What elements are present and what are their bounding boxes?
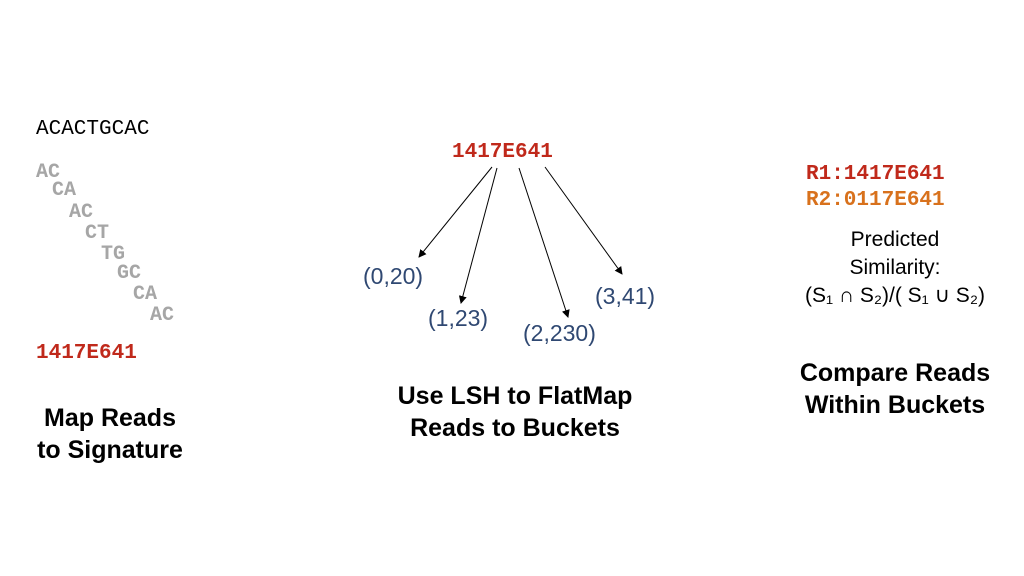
- bucket-label: (0,20): [363, 263, 423, 290]
- arrow-to-bucket-0: [419, 167, 492, 257]
- compare-caption: Compare Reads Within Buckets: [770, 357, 1020, 421]
- predicted-line: Similarity:: [770, 254, 1020, 282]
- caption-line: Within Buckets: [770, 389, 1020, 421]
- bucket-label: (2,230): [523, 320, 596, 347]
- caption-line: Compare Reads: [770, 357, 1020, 389]
- caption-line: Reads to Buckets: [365, 412, 665, 444]
- arrow-to-bucket-3: [545, 167, 622, 274]
- predicted-similarity: Predicted Similarity: (S₁ ∩ S₂)/( S₁ ∪ S…: [770, 226, 1020, 310]
- arrow-to-bucket-2: [519, 168, 568, 317]
- arrow-to-bucket-1: [461, 168, 497, 303]
- read2-signature: R2:0117E641: [806, 189, 945, 212]
- lsh-caption: Use LSH to FlatMap Reads to Buckets: [365, 380, 665, 444]
- similarity-formula: (S₁ ∩ S₂)/( S₁ ∪ S₂): [770, 282, 1020, 310]
- bucket-label: (1,23): [428, 305, 488, 332]
- bucket-label: (3,41): [595, 283, 655, 310]
- read1-signature: R1:1417E641: [806, 163, 945, 186]
- caption-line: Use LSH to FlatMap: [365, 380, 665, 412]
- predicted-line: Predicted: [770, 226, 1020, 254]
